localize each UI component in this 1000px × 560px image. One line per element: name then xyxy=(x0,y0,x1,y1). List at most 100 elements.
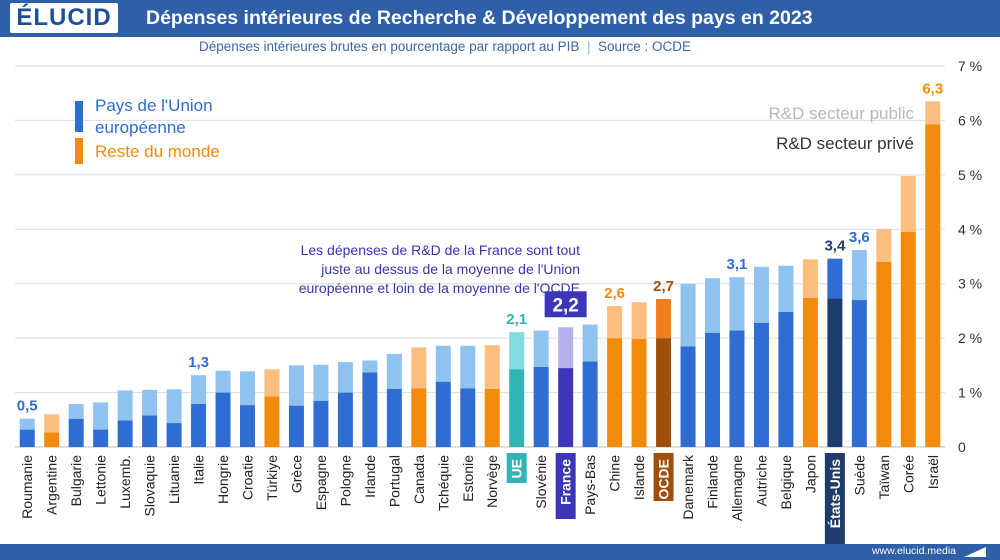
x-tick-label: Chine xyxy=(607,455,623,492)
chart-title: Dépenses intérieures de Recherche & Déve… xyxy=(146,7,813,29)
x-label-group: Tchéquie xyxy=(435,455,451,511)
bar-public-norvege xyxy=(484,345,500,389)
x-tick-label: Hongrie xyxy=(215,455,231,504)
x-tick-label: Grèce xyxy=(288,455,304,493)
bar-private-danemark xyxy=(680,346,696,447)
bar-public-portugal xyxy=(386,353,402,389)
bar-private-norvege xyxy=(484,388,500,447)
x-label-group: Estonie xyxy=(460,455,476,502)
bar-public-tchequie xyxy=(435,345,451,382)
x-tick-label: Islande xyxy=(631,455,647,500)
bar-public-israel xyxy=(925,101,941,125)
x-label-group: UE xyxy=(506,453,527,483)
x-label-group: Israël xyxy=(925,455,941,489)
x-label-group: Pays-Bas xyxy=(582,455,598,515)
bar-private-ocde xyxy=(656,338,672,447)
elucid-mark-icon xyxy=(964,547,986,557)
data-label: 3,1 xyxy=(727,256,748,273)
x-tick-label: Finlande xyxy=(705,455,721,509)
x-tick-label: Croatie xyxy=(240,455,256,500)
bar-private-canada xyxy=(411,388,427,447)
x-tick-label: Slovénie xyxy=(533,455,549,509)
bar-public-italie xyxy=(191,375,207,405)
y-tick-label: 6 % xyxy=(958,112,982,128)
bar-private-lituanie xyxy=(166,423,182,447)
x-tick-label: France xyxy=(558,459,574,505)
x-label-group: Slovénie xyxy=(533,455,549,509)
bar-public-danemark xyxy=(680,283,696,347)
bar-private-allemagne xyxy=(729,330,745,447)
bar-private-japon xyxy=(802,297,818,447)
bar-private-chine xyxy=(607,338,623,447)
legend-eu-line2: européenne xyxy=(95,118,186,137)
y-tick-label: 4 % xyxy=(958,221,982,237)
x-tick-label: Belgique xyxy=(778,455,794,510)
y-axis: 0 1 % 2 % 3 % 4 % 5 % 6 % 7 % xyxy=(958,58,982,455)
legend-private-label: R&D secteur privé xyxy=(776,134,914,153)
x-label-group: Grèce xyxy=(288,455,304,493)
chart-subtitle: Dépenses intérieures brutes en pourcenta… xyxy=(0,39,890,54)
annotation-line-2: juste au dessus de la moyenne de l'Union xyxy=(320,261,580,277)
x-tick-label: Luxemb. xyxy=(117,455,133,509)
x-label-group: Slovaquie xyxy=(142,455,158,517)
bar-public-pologne xyxy=(337,362,353,393)
bar-private-pologne xyxy=(337,392,353,447)
bar-public-finlande xyxy=(705,278,720,333)
source-text: Source : OCDE xyxy=(598,39,692,54)
legend-series: R&D secteur public R&D secteur privé xyxy=(768,104,914,153)
data-label: 1,3 xyxy=(188,354,209,371)
bar-public-argentine xyxy=(44,414,60,433)
data-label: 2,1 xyxy=(506,311,527,328)
x-label-highlight xyxy=(824,453,845,555)
data-label: 2,2 xyxy=(552,295,578,316)
x-tick-label: Canada xyxy=(411,455,427,504)
x-label-group: France xyxy=(555,453,576,519)
bar-public-etats-unis xyxy=(827,258,843,299)
bar-private-roumanie xyxy=(19,429,35,447)
y-tick-label: 7 % xyxy=(958,58,982,74)
x-label-group: Argentine xyxy=(44,455,60,515)
bar-public-slovaquie xyxy=(142,389,158,416)
x-label-group: Lettonie xyxy=(93,455,109,505)
x-tick-label: Corée xyxy=(900,455,916,493)
x-label-group: Portugal xyxy=(386,455,402,507)
bar-public-autriche xyxy=(753,266,769,323)
bar-public-ocde xyxy=(656,298,672,339)
x-label-group: Italie xyxy=(191,455,207,485)
bar-public-hongrie xyxy=(215,370,231,393)
x-label-highlight xyxy=(555,453,576,519)
x-label-group: Hongrie xyxy=(215,455,231,504)
x-tick-label: Suède xyxy=(851,455,867,496)
subtitle-separator: | xyxy=(583,39,595,54)
x-label-group: Taïwan xyxy=(876,455,892,499)
x-label-group: Chine xyxy=(607,455,623,492)
legend-eu-line1: Pays de l'Union xyxy=(95,96,213,115)
bar-public-lettonie xyxy=(93,402,109,430)
bar-public-luxemb xyxy=(117,390,133,421)
bar-private-israel xyxy=(925,124,941,447)
bar-public-roumanie xyxy=(19,418,35,430)
bar-public-allemagne xyxy=(729,277,745,331)
x-tick-label: Lettonie xyxy=(93,455,109,505)
y-tick-label: 1 % xyxy=(958,385,982,401)
x-label-group: Türkiye xyxy=(264,455,280,501)
x-label-group: Roumanie xyxy=(19,455,35,519)
x-tick-label: OCDE xyxy=(656,459,672,499)
bar-public-islande xyxy=(631,302,647,339)
bar-public-grece xyxy=(288,365,304,406)
bar-private-estonie xyxy=(460,388,476,447)
data-label: 3,4 xyxy=(824,238,846,255)
bar-private-islande xyxy=(631,338,647,447)
subtitle-text: Dépenses intérieures brutes en pourcenta… xyxy=(198,39,580,54)
x-label-group: Allemagne xyxy=(729,455,745,521)
x-tick-label: Japon xyxy=(802,455,818,493)
x-label-highlight xyxy=(506,453,527,483)
legend-public-label: R&D secteur public xyxy=(768,104,914,123)
bar-public-estonie xyxy=(460,345,476,389)
x-label-group: Corée xyxy=(900,455,916,493)
bar-private-italie xyxy=(191,404,207,447)
bar-private-finlande xyxy=(705,332,720,447)
x-label-group: Irlande xyxy=(362,455,378,498)
bar-private-taiwan xyxy=(876,261,892,447)
data-label: 2,7 xyxy=(653,278,674,295)
